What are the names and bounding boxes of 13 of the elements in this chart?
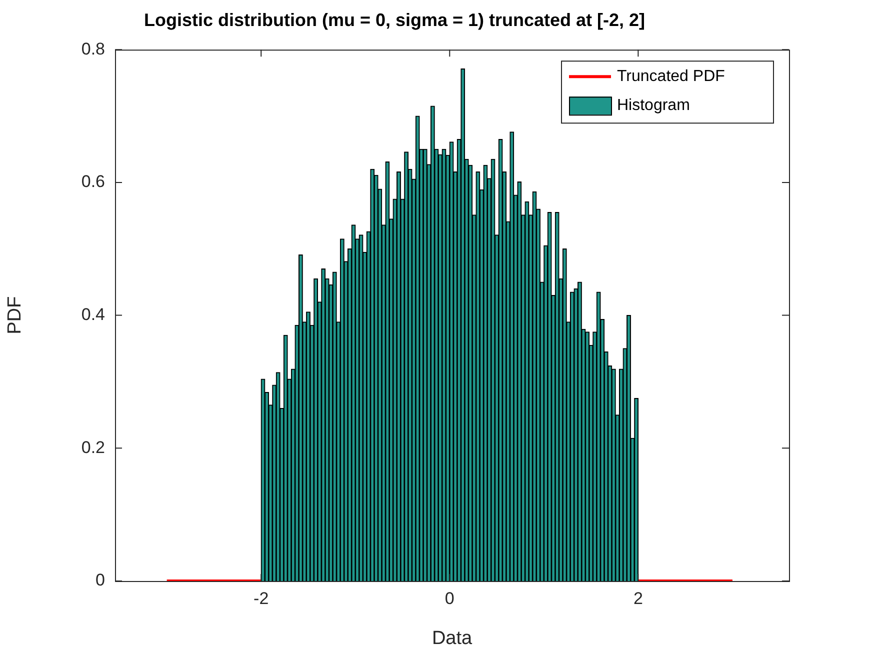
x-tick-label: 0 [444,588,454,608]
x-axis-title: Data [432,628,472,649]
y-axis-title: PDF [4,296,26,334]
y-tick-label: 0.2 [81,438,105,457]
y-tick-label: 0 [96,570,105,590]
legend-label: Truncated PDF [617,68,726,86]
y-tick-label: 0.4 [81,304,105,324]
y-tick-label: 0.8 [81,39,105,58]
chart-title: Logistic distribution (mu = 0, sigma = 1) truncated at [-2, 2] [144,10,646,30]
legend-label: Histogram [617,97,690,114]
x-tick-label: 2 [633,588,643,608]
y-tick-label: 0.6 [81,172,105,192]
x-tick-label: -2 [254,588,269,608]
